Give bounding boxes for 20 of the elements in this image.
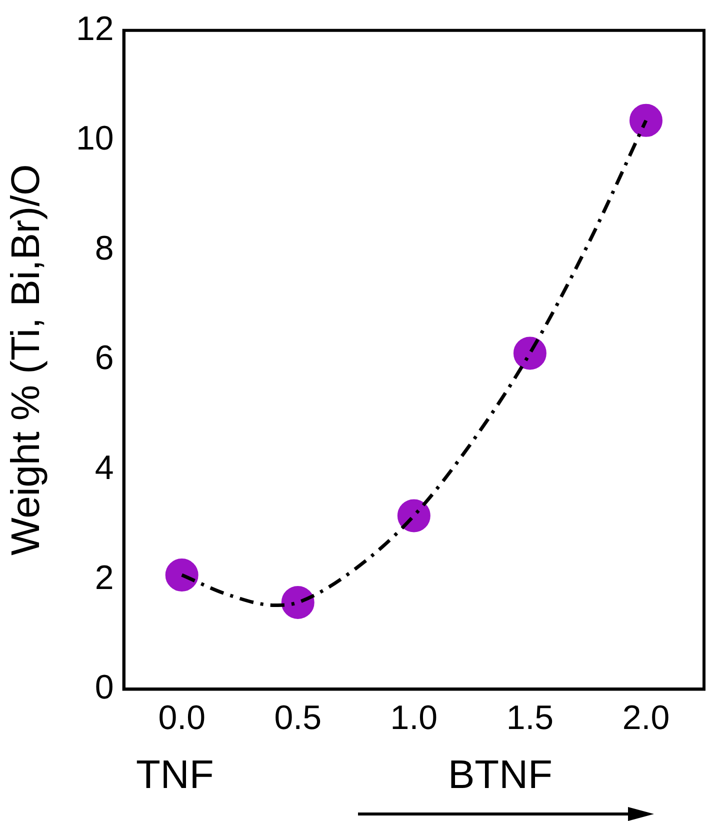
y-tick-label: 10 — [76, 120, 114, 158]
point — [165, 558, 198, 592]
y-tick-label: 2 — [94, 558, 114, 597]
y-tick-label: 12 — [76, 10, 114, 48]
y-tick-label: 6 — [94, 339, 114, 378]
x-tick-label: 2.0 — [622, 698, 670, 737]
y-axis-title: Weight % (Ti, Bi,Br)/O — [4, 164, 48, 556]
text: BTNF — [448, 752, 552, 798]
x-tick-label: 1.0 — [390, 698, 438, 737]
y-tick-label: 8 — [94, 229, 114, 268]
point — [629, 104, 662, 137]
y-tick-label: 4 — [94, 448, 114, 487]
x-tick-label: 0.0 — [158, 698, 206, 737]
point — [513, 336, 546, 370]
x-tick-label: 0.5 — [274, 698, 322, 737]
point — [281, 586, 314, 619]
text: TNF — [136, 752, 214, 798]
x-tick-label: 1.5 — [506, 698, 554, 737]
point — [397, 499, 430, 532]
y-tick-label: 0 — [94, 668, 114, 707]
